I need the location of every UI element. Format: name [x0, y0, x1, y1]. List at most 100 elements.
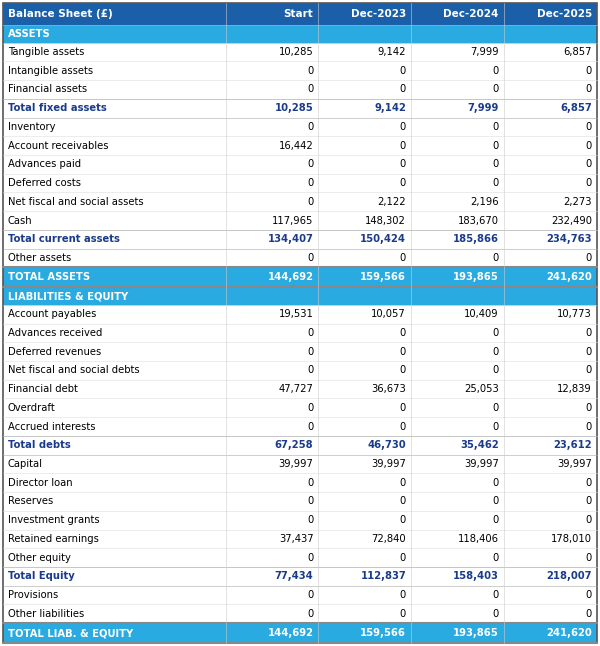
Text: 0: 0: [493, 403, 499, 413]
Bar: [3, 399, 597, 417]
Bar: [3, 3, 597, 643]
Text: Other equity: Other equity: [8, 552, 71, 563]
Text: 0: 0: [307, 422, 313, 432]
Bar: [3, 492, 597, 511]
Text: 0: 0: [400, 422, 406, 432]
Text: 0: 0: [493, 496, 499, 506]
Text: 218,007: 218,007: [547, 571, 592, 581]
Text: 23,612: 23,612: [553, 441, 592, 450]
Bar: [3, 136, 597, 155]
Text: 0: 0: [586, 347, 592, 357]
Text: 39,997: 39,997: [371, 459, 406, 469]
Text: Overdraft: Overdraft: [8, 403, 56, 413]
Text: 2,122: 2,122: [377, 197, 406, 207]
Bar: [3, 155, 597, 174]
Text: 0: 0: [400, 178, 406, 188]
Bar: [3, 305, 597, 324]
Text: Account receivables: Account receivables: [8, 141, 109, 151]
Text: 16,442: 16,442: [278, 141, 313, 151]
Text: 0: 0: [493, 552, 499, 563]
Text: 7,999: 7,999: [467, 103, 499, 113]
Text: 39,997: 39,997: [464, 459, 499, 469]
Text: 193,865: 193,865: [453, 628, 499, 638]
Text: Provisions: Provisions: [8, 590, 58, 600]
Text: 0: 0: [493, 609, 499, 619]
Text: Balance Sheet (£): Balance Sheet (£): [8, 9, 113, 19]
Text: 150,424: 150,424: [360, 234, 406, 244]
Text: Dec-2025: Dec-2025: [537, 9, 592, 19]
Text: 158,403: 158,403: [453, 571, 499, 581]
Text: 10,285: 10,285: [275, 103, 313, 113]
Bar: [3, 99, 597, 118]
Text: 0: 0: [307, 478, 313, 488]
Text: 0: 0: [400, 66, 406, 76]
Text: 159,566: 159,566: [360, 628, 406, 638]
Bar: [3, 567, 597, 586]
Text: Director loan: Director loan: [8, 478, 73, 488]
Text: Reserves: Reserves: [8, 496, 53, 506]
Text: 117,965: 117,965: [272, 216, 313, 225]
Text: 0: 0: [307, 178, 313, 188]
Bar: [3, 455, 597, 474]
Text: 0: 0: [493, 85, 499, 94]
Text: 36,673: 36,673: [371, 384, 406, 394]
Bar: [3, 43, 597, 61]
Text: Accrued interests: Accrued interests: [8, 422, 95, 432]
Text: 0: 0: [400, 496, 406, 506]
Bar: [3, 324, 597, 342]
Text: 0: 0: [307, 515, 313, 525]
Text: 0: 0: [586, 178, 592, 188]
Text: Financial debt: Financial debt: [8, 384, 78, 394]
Text: Other liabilities: Other liabilities: [8, 609, 84, 619]
Text: 12,839: 12,839: [557, 384, 592, 394]
Text: 46,730: 46,730: [367, 441, 406, 450]
Text: 0: 0: [400, 253, 406, 263]
Text: 0: 0: [307, 66, 313, 76]
Bar: [3, 193, 597, 211]
Text: 0: 0: [586, 478, 592, 488]
Text: Capital: Capital: [8, 459, 43, 469]
Text: 0: 0: [493, 328, 499, 338]
Text: 0: 0: [307, 366, 313, 375]
Text: 0: 0: [400, 347, 406, 357]
Text: 0: 0: [586, 328, 592, 338]
Text: LIABILITIES & EQUITY: LIABILITIES & EQUITY: [8, 291, 128, 301]
Text: Account payables: Account payables: [8, 309, 97, 319]
Text: 2,196: 2,196: [470, 197, 499, 207]
Text: 0: 0: [307, 197, 313, 207]
Text: 0: 0: [307, 403, 313, 413]
Bar: [3, 3, 597, 25]
Text: 118,406: 118,406: [458, 534, 499, 544]
Text: 0: 0: [586, 66, 592, 76]
Text: 0: 0: [307, 347, 313, 357]
Text: 112,837: 112,837: [361, 571, 406, 581]
Text: Cash: Cash: [8, 216, 32, 225]
Text: 19,531: 19,531: [278, 309, 313, 319]
Text: Advances received: Advances received: [8, 328, 103, 338]
Text: 9,142: 9,142: [374, 103, 406, 113]
Bar: [3, 474, 597, 492]
Bar: [3, 174, 597, 193]
Text: 0: 0: [586, 515, 592, 525]
Text: 39,997: 39,997: [278, 459, 313, 469]
Text: 0: 0: [400, 160, 406, 169]
Text: 0: 0: [493, 366, 499, 375]
Text: 0: 0: [586, 609, 592, 619]
Text: 67,258: 67,258: [275, 441, 313, 450]
Bar: [3, 623, 597, 643]
Text: Total Equity: Total Equity: [8, 571, 75, 581]
Bar: [3, 380, 597, 399]
Text: Tangible assets: Tangible assets: [8, 47, 85, 57]
Text: 0: 0: [493, 253, 499, 263]
Text: 9,142: 9,142: [377, 47, 406, 57]
Text: ASSETS: ASSETS: [8, 29, 51, 39]
Bar: [3, 267, 597, 287]
Text: Total fixed assets: Total fixed assets: [8, 103, 107, 113]
Text: 10,409: 10,409: [464, 309, 499, 319]
Text: 0: 0: [400, 515, 406, 525]
Text: Deferred revenues: Deferred revenues: [8, 347, 101, 357]
Text: 47,727: 47,727: [278, 384, 313, 394]
Text: 144,692: 144,692: [268, 628, 313, 638]
Bar: [3, 3, 597, 643]
Text: 0: 0: [586, 85, 592, 94]
